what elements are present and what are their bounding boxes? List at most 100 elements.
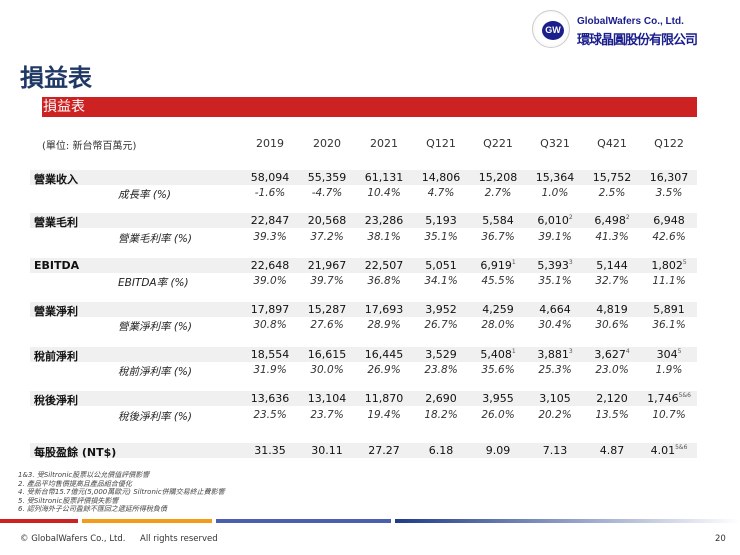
column-header: 2019 xyxy=(256,137,284,150)
footnote-ref: 4 xyxy=(625,348,630,355)
value-cell: 16,445 xyxy=(354,348,414,361)
unit-label: (單位: 新台幣百萬元) xyxy=(42,141,137,152)
rate-label: 成長率 (%) xyxy=(118,189,172,201)
value: 11,870 xyxy=(364,392,404,405)
value: 14,806 xyxy=(421,171,461,184)
footnote-ref: 5 xyxy=(682,259,687,266)
row-label: 營業毛利 xyxy=(34,216,78,229)
divider-orange xyxy=(82,519,212,523)
rate-cell: 39.3% xyxy=(253,231,287,243)
value: 15,364 xyxy=(535,171,575,184)
column-header: 2020 xyxy=(313,137,341,150)
value-cell: 22,507 xyxy=(354,259,414,272)
footnote-ref: 1 xyxy=(511,259,516,266)
footnote-ref: 5&6 xyxy=(675,444,688,451)
value: 3,529 xyxy=(425,348,457,361)
rate-cell: 30.4% xyxy=(538,319,572,331)
rate-cell: 2.5% xyxy=(598,187,626,199)
value: 4.87 xyxy=(599,444,625,457)
rate-cell: 38.1% xyxy=(367,231,401,243)
rate-cell: 34.1% xyxy=(424,275,458,287)
value: 5,051 xyxy=(425,259,457,272)
rate-cell: 2.7% xyxy=(484,187,512,199)
rate-cell: 26.9% xyxy=(367,364,401,376)
divider-red xyxy=(0,519,78,523)
value-cell: 16,615 xyxy=(297,348,357,361)
value: 18,554 xyxy=(250,348,290,361)
logo-mark: GW xyxy=(542,21,564,40)
value: 3,105 xyxy=(539,392,571,405)
value: 5,408 xyxy=(480,348,512,361)
value: 15,287 xyxy=(307,303,347,316)
rate-row: 稅後淨利率 (%) 23.5% 23.7% 19.4% 18.2% 26.0% 20.2% 1… xyxy=(30,408,697,423)
value-cell: 22,648 xyxy=(240,259,300,272)
value-cell: 16,307 xyxy=(639,171,699,184)
value-cell: 4.015&6 xyxy=(639,444,699,457)
rate-cell: 36.7% xyxy=(481,231,515,243)
row-label: 每股盈餘 (NT$) xyxy=(34,446,117,459)
value-cell: 4,259 xyxy=(468,303,528,316)
rate-cell: 11.1% xyxy=(652,275,686,287)
value-cell: 2,120 xyxy=(582,392,642,405)
rate-cell: 19.4% xyxy=(367,409,401,421)
row-label: EBITDA xyxy=(34,259,80,272)
value-cell: 4.87 xyxy=(582,444,642,457)
rate-cell: 36.1% xyxy=(652,319,686,331)
rate-cell: 30.6% xyxy=(595,319,629,331)
value: 4.01 xyxy=(650,444,676,457)
value: 6.18 xyxy=(428,444,454,457)
rate-cell: 1.9% xyxy=(655,364,683,376)
table-row: 營業收入 58,094 55,359 61,131 14,806 15,208 15,364… xyxy=(30,170,699,186)
rate-cell: 36.8% xyxy=(367,275,401,287)
value-cell: 15,364 xyxy=(525,171,585,184)
divider-blue xyxy=(216,519,391,523)
value-cell: 20,568 xyxy=(297,214,357,227)
value: 5,393 xyxy=(537,259,569,272)
rate-cell: 23.5% xyxy=(253,409,287,421)
value: 16,307 xyxy=(649,171,689,184)
value-cell: 58,094 xyxy=(240,171,300,184)
rate-cell: 13.5% xyxy=(595,409,629,421)
rate-cell: 18.2% xyxy=(424,409,458,421)
copyright: © GlobalWafers Co., Ltd. xyxy=(20,534,126,544)
logo-name-cn: 環球晶圓股份有限公司 xyxy=(577,33,698,48)
footnote-ref: 2 xyxy=(568,214,573,221)
value-cell: 3,105 xyxy=(525,392,585,405)
value-cell: 2,690 xyxy=(411,392,471,405)
value: 304 xyxy=(656,348,678,361)
column-header: Q321 xyxy=(540,137,570,150)
rate-row: EBITDA率 (%) 39.0% 39.7% 36.8% 34.1% 45.5% 35.1… xyxy=(30,274,697,289)
value-cell: 3,955 xyxy=(468,392,528,405)
rate-cell: 23.8% xyxy=(424,364,458,376)
value-cell: 6,948 xyxy=(639,214,699,227)
value: 5,891 xyxy=(653,303,685,316)
value: 9.09 xyxy=(485,444,511,457)
value-cell: 4,819 xyxy=(582,303,642,316)
rate-cell: 39.7% xyxy=(310,275,344,287)
table-row: EBITDA 22,648 21,967 22,507 5,051 6,9191 5,393… xyxy=(30,258,697,273)
value: 1,746 xyxy=(647,392,679,405)
value-cell: 15,208 xyxy=(468,171,528,184)
rate-cell: 45.5% xyxy=(481,275,515,287)
value: 4,664 xyxy=(539,303,571,316)
value: 6,498 xyxy=(594,214,626,227)
footnote: 6. 認列海外子公司盈餘不匯回之遞延所得稅負債 xyxy=(18,505,167,514)
column-header: 2021 xyxy=(370,137,398,150)
table-row: 稅後淨利 13,636 13,104 11,870 2,690 3,955 3,105 2,1… xyxy=(30,391,697,407)
value-cell: 3,8813 xyxy=(525,348,585,361)
rate-cell: 35.1% xyxy=(424,231,458,243)
rate-cell: 30.8% xyxy=(253,319,287,331)
rate-row: 營業毛利率 (%) 39.3% 37.2% 38.1% 35.1% 36.7% 39.1% 4… xyxy=(30,230,697,245)
row-label: 稅前淨利 xyxy=(34,350,78,363)
value: 55,359 xyxy=(307,171,347,184)
value-cell: 1,8025 xyxy=(639,259,699,272)
value: 6,010 xyxy=(537,214,569,227)
footnote-ref: 3 xyxy=(568,348,573,355)
value: 15,752 xyxy=(592,171,632,184)
value-cell: 5,051 xyxy=(411,259,471,272)
rate-label: 營業毛利率 (%) xyxy=(118,233,193,245)
value-cell: 13,636 xyxy=(240,392,300,405)
rate-cell: 39.0% xyxy=(253,275,287,287)
value-cell: 27.27 xyxy=(354,444,414,457)
footnote-ref: 5 xyxy=(677,348,682,355)
